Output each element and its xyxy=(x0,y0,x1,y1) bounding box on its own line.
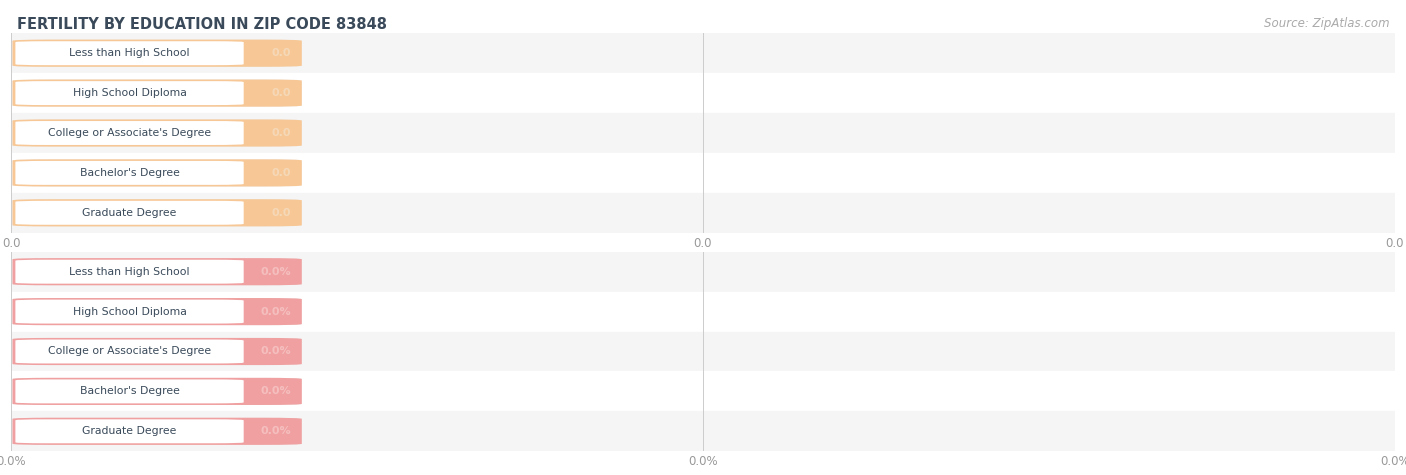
FancyBboxPatch shape xyxy=(15,121,243,145)
FancyBboxPatch shape xyxy=(13,338,302,365)
Bar xyxy=(11,411,1395,451)
Text: High School Diploma: High School Diploma xyxy=(73,306,187,317)
FancyBboxPatch shape xyxy=(13,418,302,445)
FancyBboxPatch shape xyxy=(13,199,302,227)
FancyBboxPatch shape xyxy=(13,39,302,67)
Bar xyxy=(11,33,1395,73)
Text: Graduate Degree: Graduate Degree xyxy=(83,426,177,437)
FancyBboxPatch shape xyxy=(15,81,243,105)
Text: 0.0%: 0.0% xyxy=(260,386,291,397)
Text: 0.0: 0.0 xyxy=(271,168,291,178)
FancyBboxPatch shape xyxy=(15,161,243,185)
Bar xyxy=(11,292,1395,332)
Text: College or Associate's Degree: College or Associate's Degree xyxy=(48,128,211,138)
FancyBboxPatch shape xyxy=(13,79,302,107)
FancyBboxPatch shape xyxy=(13,79,302,107)
FancyBboxPatch shape xyxy=(15,41,243,65)
FancyBboxPatch shape xyxy=(15,201,243,225)
FancyBboxPatch shape xyxy=(13,119,302,147)
Text: 0.0%: 0.0% xyxy=(260,266,291,277)
Text: FERTILITY BY EDUCATION IN ZIP CODE 83848: FERTILITY BY EDUCATION IN ZIP CODE 83848 xyxy=(17,17,387,32)
Text: 0.0%: 0.0% xyxy=(260,306,291,317)
FancyBboxPatch shape xyxy=(13,119,302,147)
Bar xyxy=(11,252,1395,292)
Text: 0.0: 0.0 xyxy=(271,48,291,58)
FancyBboxPatch shape xyxy=(13,298,302,325)
FancyBboxPatch shape xyxy=(13,39,302,67)
Bar xyxy=(11,153,1395,193)
Text: College or Associate's Degree: College or Associate's Degree xyxy=(48,346,211,357)
Bar xyxy=(11,332,1395,371)
Bar xyxy=(11,371,1395,411)
Text: Bachelor's Degree: Bachelor's Degree xyxy=(80,386,180,397)
Text: 0.0%: 0.0% xyxy=(260,346,291,357)
FancyBboxPatch shape xyxy=(15,419,243,443)
Text: Bachelor's Degree: Bachelor's Degree xyxy=(80,168,180,178)
FancyBboxPatch shape xyxy=(13,258,302,285)
FancyBboxPatch shape xyxy=(13,199,302,227)
FancyBboxPatch shape xyxy=(13,418,302,445)
Text: 0.0: 0.0 xyxy=(271,208,291,218)
FancyBboxPatch shape xyxy=(13,338,302,365)
Text: Less than High School: Less than High School xyxy=(69,48,190,58)
Bar xyxy=(11,113,1395,153)
FancyBboxPatch shape xyxy=(15,300,243,323)
Bar xyxy=(11,73,1395,113)
Text: High School Diploma: High School Diploma xyxy=(73,88,187,98)
Text: Graduate Degree: Graduate Degree xyxy=(83,208,177,218)
Text: 0.0: 0.0 xyxy=(271,128,291,138)
FancyBboxPatch shape xyxy=(15,380,243,403)
Text: 0.0: 0.0 xyxy=(271,88,291,98)
FancyBboxPatch shape xyxy=(13,258,302,285)
Text: Less than High School: Less than High School xyxy=(69,266,190,277)
Text: Source: ZipAtlas.com: Source: ZipAtlas.com xyxy=(1264,17,1389,29)
FancyBboxPatch shape xyxy=(15,260,243,284)
FancyBboxPatch shape xyxy=(13,159,302,187)
FancyBboxPatch shape xyxy=(13,378,302,405)
Bar xyxy=(11,193,1395,233)
FancyBboxPatch shape xyxy=(13,378,302,405)
FancyBboxPatch shape xyxy=(15,340,243,363)
Text: 0.0%: 0.0% xyxy=(260,426,291,437)
FancyBboxPatch shape xyxy=(13,298,302,325)
FancyBboxPatch shape xyxy=(13,159,302,187)
